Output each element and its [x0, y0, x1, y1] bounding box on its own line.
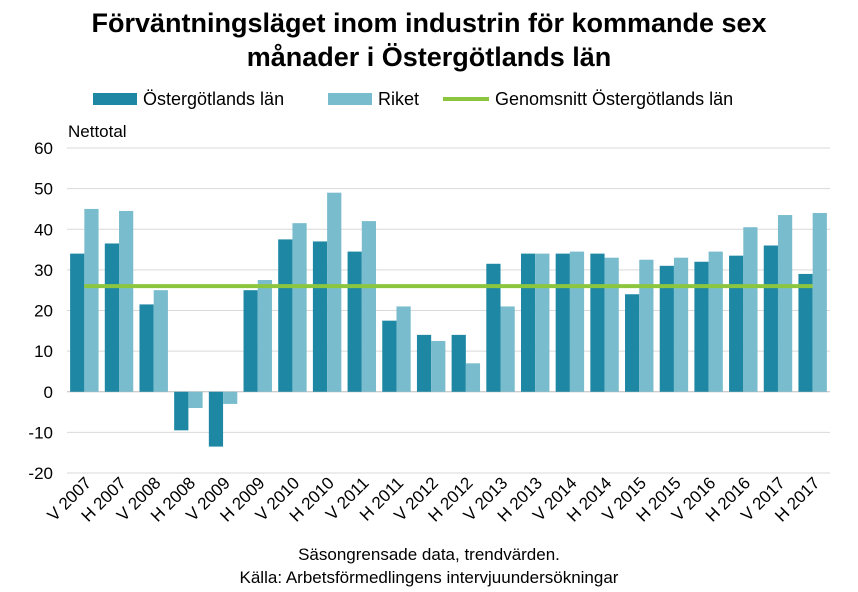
bar-riket	[396, 306, 411, 392]
bar-ostergotland	[625, 294, 640, 392]
bar-riket	[708, 251, 723, 392]
bar-riket	[500, 306, 515, 392]
y-tick-label: 20	[34, 302, 53, 321]
y-tick-label: 30	[34, 261, 53, 280]
bar-ostergotland	[729, 255, 744, 392]
bar-riket	[812, 213, 827, 392]
y-axis-label: Nettotal	[68, 122, 127, 141]
bar-ostergotland	[208, 391, 224, 447]
legend-swatch-riket	[328, 93, 372, 105]
bar-ostergotland	[104, 243, 120, 392]
y-tick-label: 0	[44, 383, 53, 402]
chart-title-line-2: månader i Östergötlands län	[246, 42, 612, 72]
bar-riket	[431, 340, 446, 392]
y-tick-label: 50	[34, 180, 53, 199]
footer-note: Säsongrensade data, trendvärden.	[298, 545, 560, 564]
bar-ostergotland	[243, 290, 258, 392]
legend-item-ostergotland: Östergötlands län	[93, 86, 284, 112]
chart-legend: Östergötlands län Riket Genomsnitt Öster…	[0, 86, 858, 112]
bar-ostergotland	[312, 241, 328, 392]
legend-swatch-average	[443, 97, 489, 101]
bar-ostergotland	[416, 334, 432, 392]
legend-item-average: Genomsnitt Östergötlands län	[443, 86, 733, 112]
legend-swatch-ostergotland	[93, 93, 137, 105]
legend-item-riket: Riket	[328, 86, 419, 112]
y-tick-label: 10	[34, 342, 53, 361]
y-tick-label: 60	[34, 139, 53, 158]
bar-ostergotland	[763, 245, 778, 392]
footer-source: Källa: Arbetsförmedlingens intervjuunder…	[239, 568, 619, 587]
bar-riket	[639, 259, 654, 392]
bar-ostergotland	[798, 273, 813, 392]
bar-riket	[119, 210, 134, 392]
bar-riket	[777, 215, 793, 392]
bar-riket	[535, 253, 550, 392]
legend-label-riket: Riket	[378, 88, 420, 109]
chart-title: Förväntningsläget inom industrin för kom…	[0, 6, 858, 74]
bar-ostergotland	[520, 253, 536, 392]
bar-riket	[292, 223, 307, 392]
bar-riket	[465, 363, 481, 392]
bar-ostergotland	[278, 239, 293, 392]
bar-ostergotland	[694, 261, 709, 392]
bar-riket	[743, 227, 758, 392]
bar-ostergotland	[347, 251, 362, 392]
bar-riket	[223, 391, 238, 404]
bar-ostergotland	[486, 263, 501, 392]
bar-riket	[84, 208, 99, 392]
y-tick-label: -20	[28, 464, 53, 483]
bar-riket	[188, 391, 203, 408]
bar-ostergotland	[659, 265, 674, 392]
bar-riket	[153, 290, 168, 392]
bar-riket	[327, 192, 342, 392]
bar-ostergotland	[139, 304, 154, 392]
bar-riket	[569, 251, 585, 392]
chart-title-line-1: Förväntningsläget inom industrin för kom…	[91, 8, 767, 38]
bar-riket	[673, 257, 689, 392]
y-tick-label: 40	[34, 220, 53, 239]
bar-riket	[361, 221, 377, 392]
bar-riket	[604, 257, 619, 392]
bar-ostergotland	[451, 334, 466, 392]
bar-ostergotland	[382, 320, 397, 392]
bar-riket	[257, 280, 272, 392]
legend-label-average: Genomsnitt Östergötlands län	[495, 88, 734, 109]
bar-ostergotland	[70, 253, 85, 392]
y-tick-label: -10	[28, 423, 53, 442]
bar-ostergotland	[590, 253, 605, 392]
bar-ostergotland	[555, 253, 570, 392]
bar-ostergotland	[174, 391, 189, 431]
legend-label-ostergotland: Östergötlands län	[143, 88, 285, 109]
